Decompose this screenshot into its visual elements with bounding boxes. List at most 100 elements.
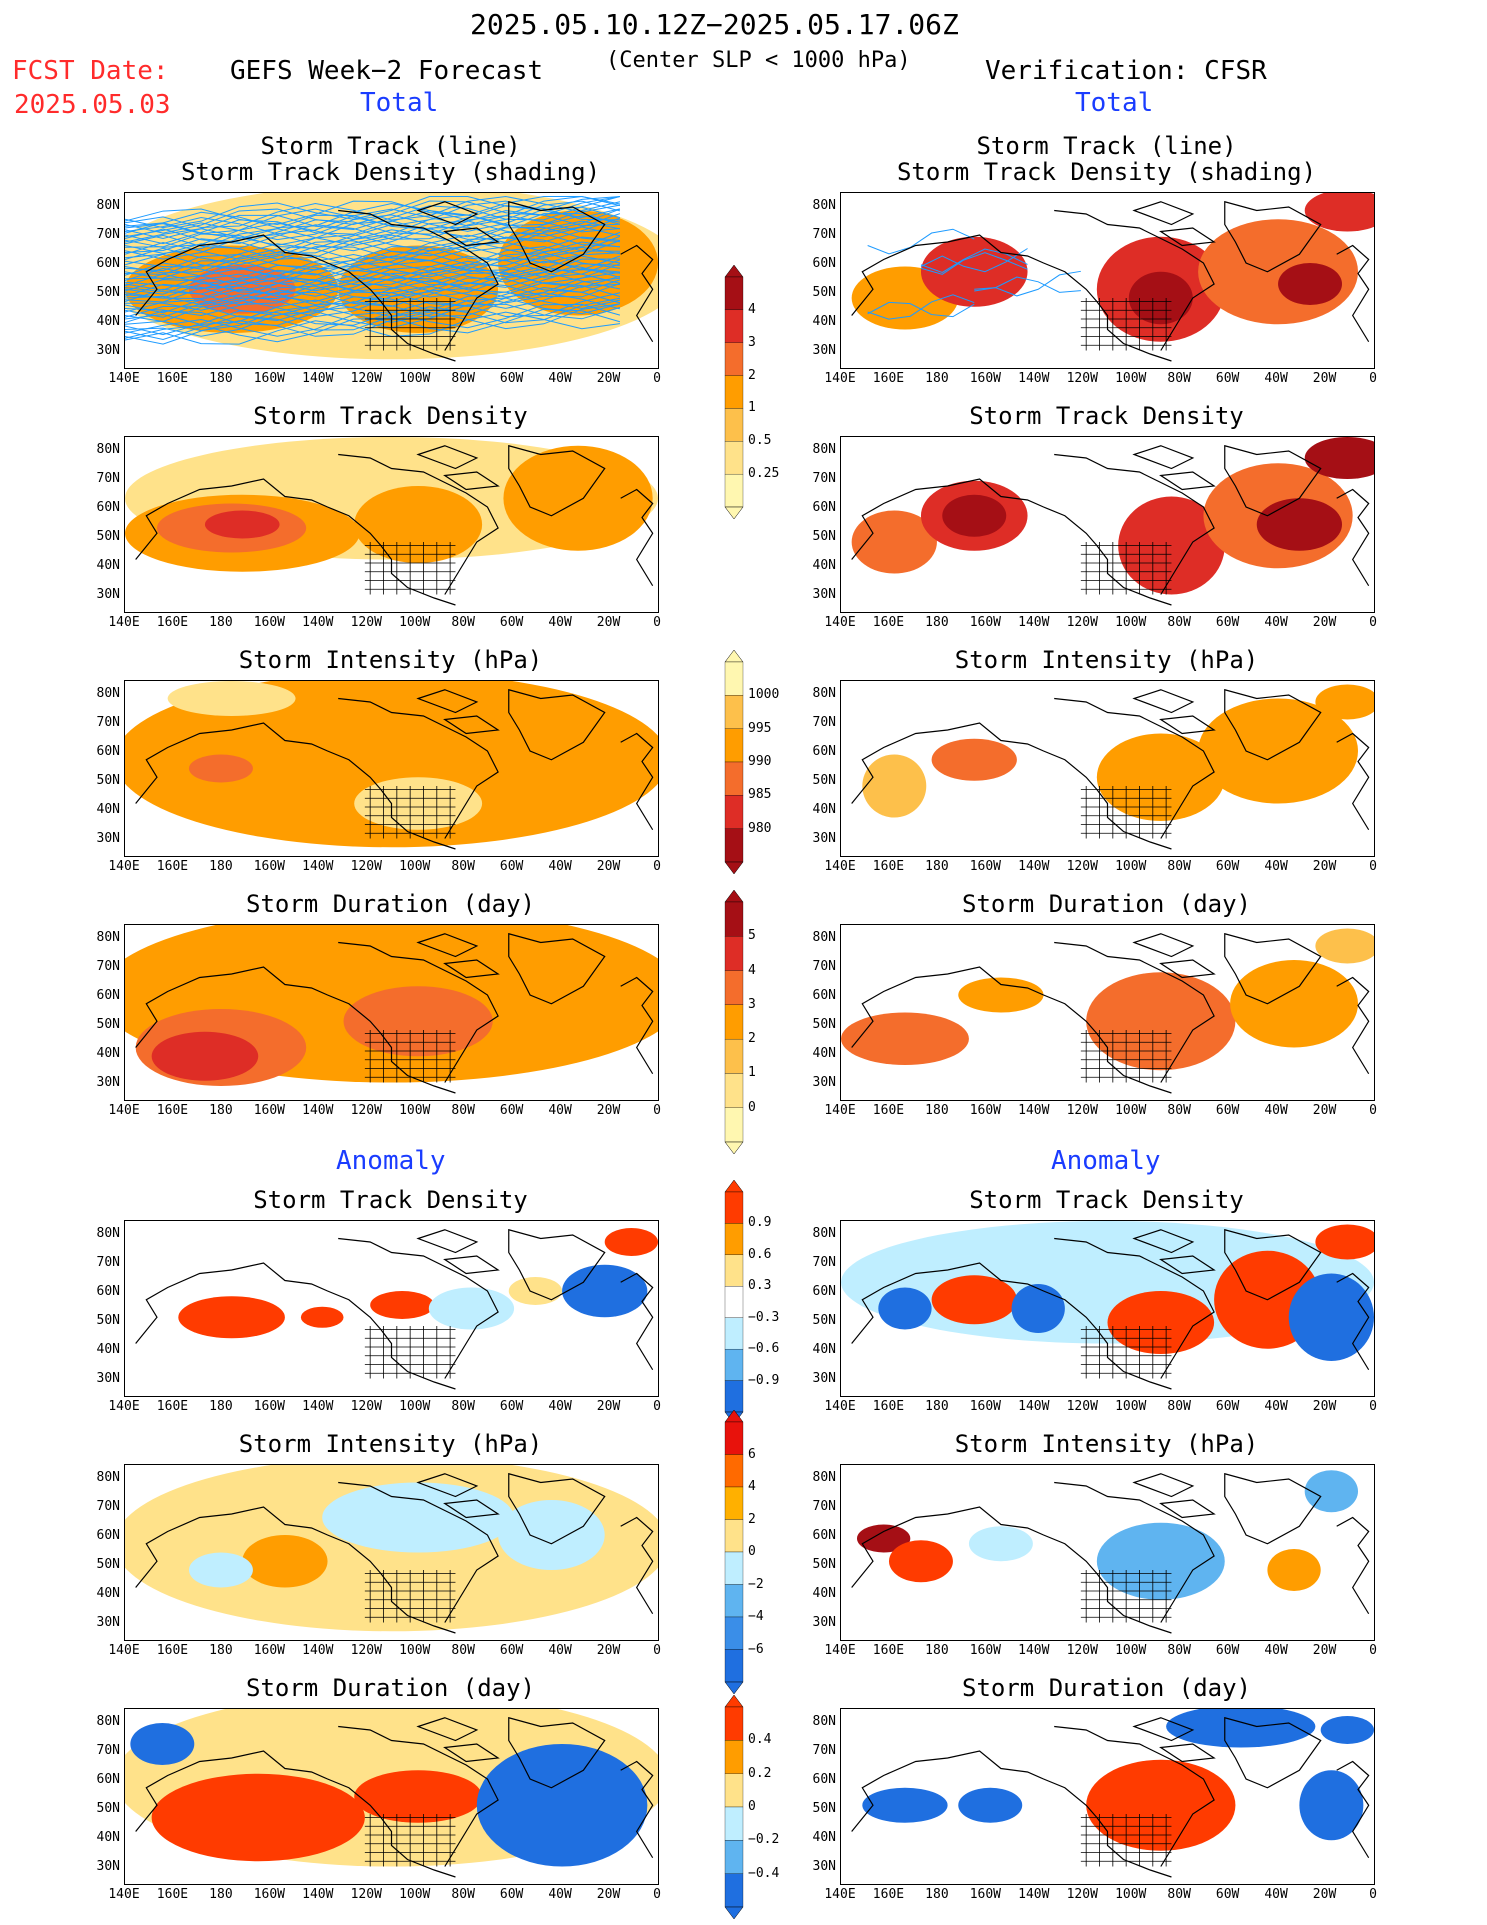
lon-tick-label: 80W bbox=[1167, 1399, 1191, 1414]
shading-region bbox=[942, 494, 1007, 537]
lat-tick-label: 80N bbox=[96, 686, 120, 701]
colorbar-label: 985 bbox=[748, 787, 772, 803]
lon-tick-label: 80W bbox=[1167, 1887, 1191, 1902]
shading-region bbox=[1320, 1716, 1374, 1744]
coastline bbox=[851, 1506, 1172, 1634]
lon-tick-label: 120W bbox=[350, 371, 382, 386]
lon-tick-label: 140E bbox=[824, 859, 856, 874]
lat-tick-label: 80N bbox=[812, 198, 836, 213]
coastline bbox=[135, 722, 456, 850]
colorbar-label: 3 bbox=[748, 334, 756, 350]
colorbar-segment bbox=[724, 276, 744, 311]
shading-region bbox=[1304, 437, 1374, 479]
lon-tick-label: 120W bbox=[1066, 1103, 1098, 1118]
lon-tick-label: 160W bbox=[969, 1399, 1002, 1414]
storm-track-line bbox=[125, 213, 621, 254]
lat-tick-label: 50N bbox=[96, 1801, 120, 1816]
shading-region bbox=[476, 1744, 648, 1867]
lon-tick-label: 0 bbox=[1369, 1103, 1377, 1118]
shading-region bbox=[1166, 1709, 1316, 1748]
lon-tick-label: 40W bbox=[1264, 859, 1288, 874]
lon-tick-label: 160W bbox=[969, 859, 1002, 874]
lon-tick-label: 0 bbox=[653, 1643, 661, 1658]
coastline bbox=[1159, 959, 1216, 979]
storm-track-line bbox=[125, 206, 621, 241]
lon-tick-label: 160W bbox=[253, 1103, 286, 1118]
storm-track-line bbox=[867, 228, 975, 255]
storm-track-line bbox=[125, 240, 621, 280]
coastline bbox=[620, 1272, 654, 1371]
coastline bbox=[508, 200, 606, 273]
storm-track-line bbox=[125, 215, 620, 249]
lat-tick-label: 80N bbox=[812, 1470, 836, 1485]
map-panel bbox=[124, 1220, 659, 1397]
colorbar-segment bbox=[724, 1038, 744, 1074]
storm-track-line bbox=[125, 303, 620, 345]
colorbar-label: 0 bbox=[748, 1544, 756, 1559]
lat-tick-label: 70N bbox=[96, 1499, 120, 1514]
lon-tick-label: 160E bbox=[872, 1887, 905, 1902]
shading-region bbox=[178, 1296, 285, 1339]
coastline bbox=[1132, 445, 1195, 470]
lon-tick-label: 100W bbox=[399, 859, 431, 874]
lon-tick-label: 40W bbox=[1264, 1103, 1288, 1118]
colorbar-label: 990 bbox=[748, 754, 772, 769]
coastline bbox=[1159, 1499, 1216, 1519]
lon-tick-label: 120W bbox=[1066, 859, 1098, 874]
lon-tick-label: 120W bbox=[350, 1887, 382, 1902]
coastline bbox=[443, 1743, 500, 1763]
lat-tick-label: 40N bbox=[812, 1342, 836, 1357]
lat-tick-label: 40N bbox=[812, 314, 836, 329]
storm-track-line bbox=[920, 248, 1028, 274]
fcst-date-value: 2025.05.03 bbox=[14, 90, 171, 120]
lat-tick-label: 30N bbox=[96, 587, 120, 602]
lon-tick-label: 180 bbox=[925, 1103, 949, 1118]
coastline bbox=[1132, 933, 1195, 958]
coastline bbox=[851, 234, 1172, 362]
storm-track-line bbox=[125, 217, 621, 260]
colorbar bbox=[724, 1695, 744, 1919]
lon-tick-label: 80W bbox=[1167, 371, 1191, 386]
lon-tick-label: 160W bbox=[969, 371, 1002, 386]
panel-title: Storm Intensity (hPa) bbox=[954, 646, 1259, 674]
panel-title: Storm Duration (day) bbox=[246, 1674, 535, 1702]
coastline bbox=[338, 209, 499, 351]
colorbar-label: 0.6 bbox=[748, 1246, 772, 1262]
map-panel bbox=[840, 924, 1375, 1101]
map-panel bbox=[840, 1220, 1375, 1397]
lon-tick-label: 180 bbox=[209, 371, 233, 386]
colorbar-label: 4 bbox=[748, 301, 756, 317]
lon-tick-label: 160W bbox=[253, 371, 286, 386]
lat-tick-label: 50N bbox=[812, 1017, 836, 1032]
colorbar-segment bbox=[724, 1317, 744, 1350]
lon-tick-label: 140E bbox=[108, 1643, 140, 1658]
lat-tick-label: 50N bbox=[812, 285, 836, 300]
storm-track-line bbox=[125, 236, 620, 272]
coastline bbox=[1159, 471, 1216, 491]
coastline bbox=[1224, 688, 1322, 761]
coastline bbox=[1336, 976, 1370, 1075]
lat-tick-label: 60N bbox=[96, 1528, 120, 1543]
lon-tick-label: 0 bbox=[1369, 371, 1377, 386]
lon-tick-label: 120W bbox=[350, 1643, 382, 1658]
coastline bbox=[1159, 715, 1216, 735]
lon-tick-label: 160E bbox=[872, 1103, 905, 1118]
lon-tick-label: 120W bbox=[1066, 1887, 1098, 1902]
lat-tick-label: 50N bbox=[96, 773, 120, 788]
storm-track-line bbox=[125, 311, 620, 345]
lon-tick-label: 180 bbox=[209, 1887, 233, 1902]
storm-track-line bbox=[125, 196, 621, 225]
shading-region bbox=[151, 1773, 365, 1862]
lon-tick-label: 160E bbox=[156, 1103, 189, 1118]
lon-tick-label: 60W bbox=[499, 1643, 524, 1658]
lon-tick-label: 160E bbox=[156, 859, 189, 874]
colorbar-segment bbox=[724, 1004, 744, 1040]
storm-track-line bbox=[920, 248, 1028, 273]
lat-tick-label: 40N bbox=[96, 314, 120, 329]
lon-tick-label: 100W bbox=[1115, 1887, 1147, 1902]
lon-tick-label: 140W bbox=[302, 1643, 334, 1658]
lat-tick-label: 40N bbox=[96, 1342, 120, 1357]
lat-tick-label: 40N bbox=[96, 1046, 120, 1061]
coastline bbox=[1054, 1725, 1215, 1867]
lat-tick-label: 30N bbox=[812, 343, 836, 358]
